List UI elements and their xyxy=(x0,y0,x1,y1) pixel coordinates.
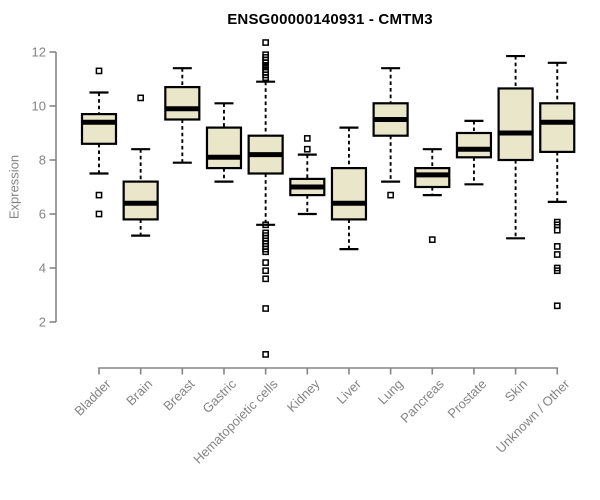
box xyxy=(455,131,493,159)
outlier-point xyxy=(137,94,145,102)
outlier-point xyxy=(303,135,311,142)
box xyxy=(497,87,534,162)
boxplot-group-bladder xyxy=(80,67,118,218)
outlier-point xyxy=(262,221,269,229)
outlier-point xyxy=(553,251,561,258)
outlier-point xyxy=(262,39,269,46)
y-tick-label: 10 xyxy=(32,99,46,114)
outlier-point xyxy=(428,236,436,244)
y-tick-label: 6 xyxy=(39,207,46,222)
box xyxy=(80,112,118,145)
outlier-point xyxy=(262,248,269,256)
outlier-point xyxy=(262,351,269,358)
outlier-point xyxy=(262,259,269,266)
box xyxy=(164,85,201,121)
boxplot-group-unknown-other xyxy=(539,61,576,310)
box xyxy=(122,180,159,221)
outlier-point xyxy=(553,226,561,234)
outlier-point xyxy=(262,305,269,312)
outlier-point xyxy=(262,74,269,82)
boxplot-group-brain xyxy=(122,94,159,237)
boxplot-group-prostate xyxy=(455,119,493,186)
y-tick-label: 4 xyxy=(39,261,46,276)
outlier-point xyxy=(262,275,269,283)
boxplot-group-skin xyxy=(497,54,534,240)
box xyxy=(330,167,368,221)
boxplot-group-hematopoietic-cells xyxy=(247,39,284,358)
boxplot-group-liver xyxy=(330,126,368,251)
chart-title: ENSG00000140931 - CMTM3 xyxy=(227,11,433,28)
y-tick-label: 8 xyxy=(39,153,46,168)
boxplot-group-lung xyxy=(372,67,409,199)
outlier-point xyxy=(262,267,269,275)
boxplot-group-kidney xyxy=(289,135,326,216)
y-tick-label: 2 xyxy=(39,315,46,330)
box xyxy=(205,126,243,170)
outlier-point xyxy=(387,191,394,199)
outlier-point xyxy=(553,267,561,275)
outlier-point xyxy=(303,145,311,153)
boxplot-group-gastric xyxy=(205,102,243,183)
boxplot-group-breast xyxy=(164,67,201,164)
outlier-point xyxy=(553,243,561,250)
outlier-point xyxy=(95,210,103,218)
outlier-point xyxy=(553,302,561,310)
box xyxy=(539,102,576,154)
outlier-point xyxy=(95,191,103,199)
box xyxy=(414,167,451,189)
y-tick-label: 12 xyxy=(32,45,46,60)
boxplot-group-pancreas xyxy=(414,148,451,244)
outlier-point xyxy=(95,67,103,75)
